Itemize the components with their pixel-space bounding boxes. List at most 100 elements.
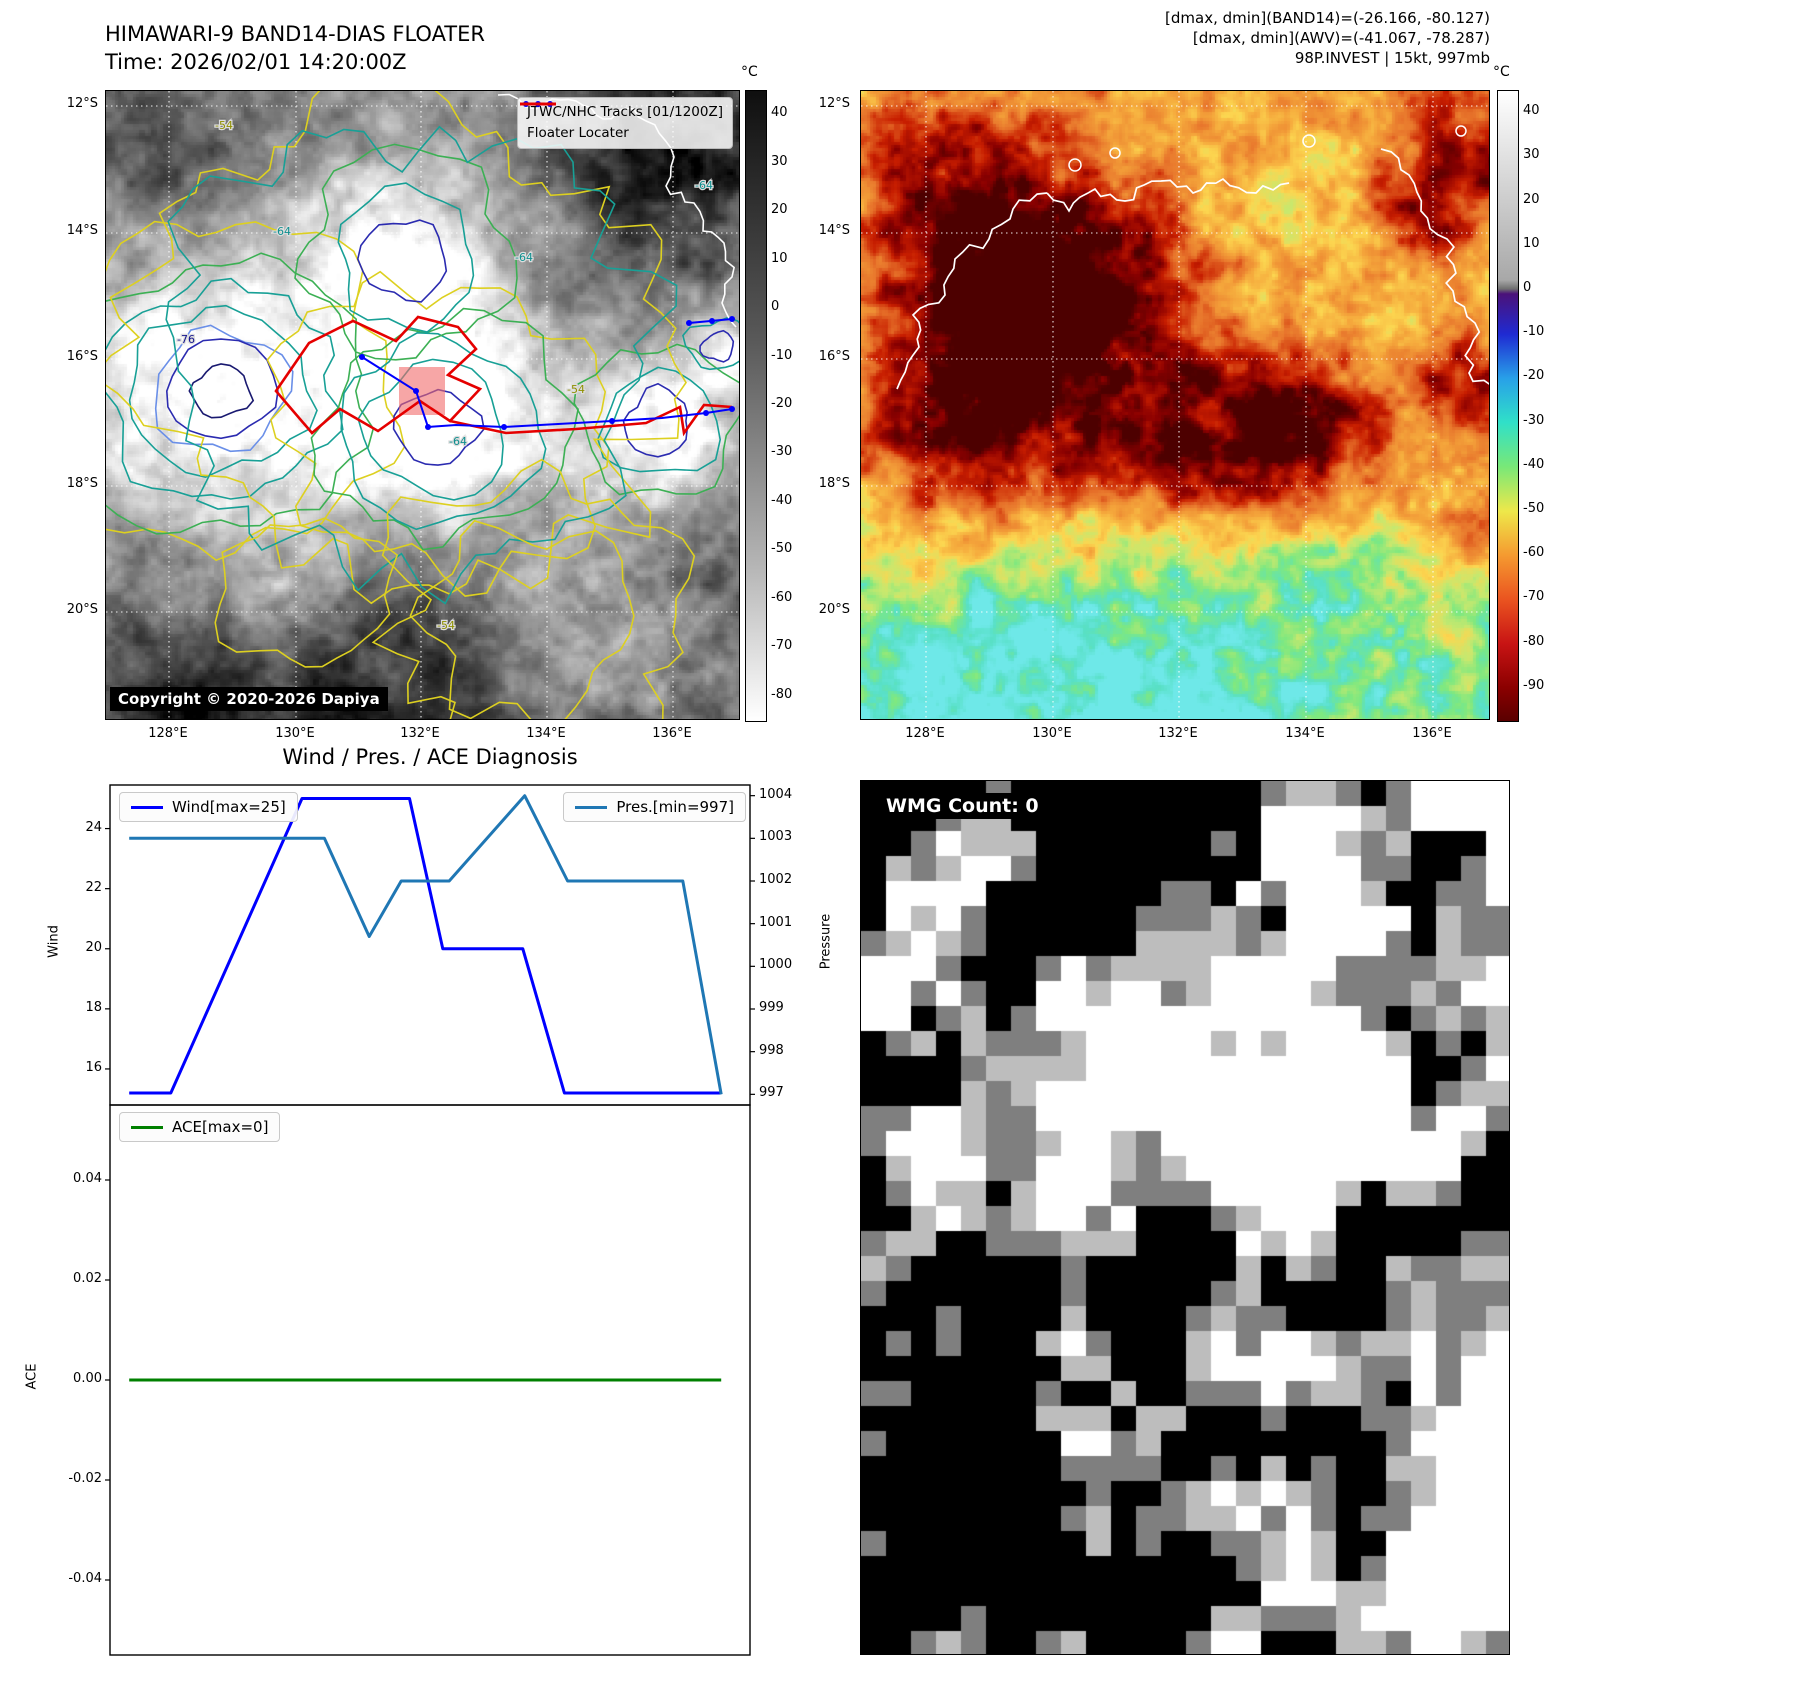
contour-label: -76 (177, 333, 195, 346)
band14-lon-tick-label: 132°E (400, 726, 440, 741)
awv-colorbar-unit: °C (1493, 64, 1510, 80)
contour-line (371, 458, 696, 719)
pressure-ytick-label: 997 (759, 1085, 784, 1101)
band14-colorbar-tick-label: 10 (771, 250, 788, 266)
wind-legend-line-icon (131, 805, 163, 809)
awv-lat-tick-label: 20°S (818, 602, 850, 617)
awv-colorbar-tick-label: -70 (1523, 589, 1545, 605)
band14-time: Time: 2026/02/01 14:20:00Z (105, 50, 407, 74)
band14-colorbar-tick-label: 20 (771, 202, 788, 218)
contour-label: -64 (273, 225, 291, 238)
ace-axis-label: ACE (24, 1363, 40, 1390)
band14-map: -54 -64 -76 -64 -54 -64 -54 -64 JTWC/NHC Tracks… (105, 90, 740, 720)
awv-lon-tick-label: 128°E (905, 726, 945, 741)
track-fix-dot (729, 406, 735, 412)
band14-title-block: HIMAWARI-9 BAND14-DIAS FLOATER Time: 202… (105, 20, 485, 76)
contour-line (356, 219, 448, 303)
ace-plot (105, 1104, 751, 1656)
band14-lat-tick-label: 20°S (66, 602, 98, 617)
awv-satellite-image (861, 91, 1489, 719)
ace-legend-line-icon (131, 1125, 163, 1129)
contour-line (106, 91, 687, 605)
contour-line (188, 363, 255, 419)
wind-legend: Wind[max=25] (119, 792, 298, 822)
awv-colorbar-tick-label: 40 (1523, 103, 1540, 119)
wind-ytick-label: 22 (85, 879, 102, 895)
pressure-ytick-label: 1001 (759, 914, 793, 930)
ace-legend: ACE[max=0] (119, 1112, 281, 1142)
contour-line (128, 304, 318, 479)
pressure-legend-label: Pres.[min=997] (616, 798, 734, 816)
track-fix-dot (425, 424, 431, 430)
band14-colorbar (745, 90, 767, 722)
awv-colorbar-tick-label: -40 (1523, 456, 1545, 472)
track-fix-dot (359, 354, 365, 360)
band14-colorbar-tick-label: -40 (771, 492, 793, 508)
band14-colorbar-tick-label: -80 (771, 686, 793, 702)
island-outline (1109, 147, 1121, 159)
pressure-ytick-label: 998 (759, 1042, 784, 1058)
awv-lon-tick-label: 134°E (1285, 726, 1325, 741)
band14-colorbar-tick-label: 40 (771, 105, 788, 121)
track-fix-dot (501, 424, 507, 430)
island-outline (1068, 158, 1082, 172)
contour-line (106, 252, 375, 535)
awv-colorbar-tick-label: -80 (1523, 633, 1545, 649)
track-fix-dot (709, 318, 715, 324)
band14-lon-tick-label: 128°E (148, 726, 188, 741)
contour-line (682, 316, 739, 371)
ace-ytick-label: 0.02 (73, 1271, 102, 1286)
band14-lon-tick-label: 136°E (652, 726, 692, 741)
awv-dmax-band14: [dmax, dmin](BAND14)=(-26.166, -80.127) (1165, 9, 1490, 27)
band14-colorbar-tick-label: 30 (771, 153, 788, 169)
pressure-legend-line-icon (575, 805, 608, 809)
contour-line (337, 182, 475, 333)
contour-line (310, 307, 579, 551)
awv-lat-tick-label: 12°S (818, 96, 850, 111)
invest-intensity: 98P.INVEST | 15kt, 997mb (1294, 49, 1490, 67)
island-outline (1455, 125, 1467, 137)
awv-enhanced-map (860, 90, 1490, 720)
pressure-ytick-label: 1000 (759, 957, 793, 973)
wmg-count-label: WMG Count: 0 (877, 793, 1048, 819)
wmg-mask-image (861, 781, 1509, 1654)
contour-line (165, 338, 279, 440)
track-fix-dot (609, 418, 615, 424)
copyright-watermark: Copyright © 2020-2026 Dapiya (110, 687, 388, 711)
band14-colorbar-tick-label: -10 (771, 347, 793, 363)
band14-colorbar-tick-label: -70 (771, 638, 793, 654)
awv-lat-tick-label: 18°S (818, 476, 850, 491)
contour-line (266, 270, 610, 597)
pressure-line (129, 794, 723, 1095)
wind-line (129, 797, 722, 1095)
pressure-ytick-label: 1004 (759, 786, 793, 802)
wind-ytick-label: 16 (85, 1059, 102, 1075)
contour-line (357, 358, 504, 501)
band14-title: HIMAWARI-9 BAND14-DIAS FLOATER (105, 22, 485, 46)
band14-colorbar-tick-label: 0 (771, 299, 780, 315)
awv-colorbar-tick-label: -60 (1523, 545, 1545, 561)
band14-colorbar-tick-label: -30 (771, 444, 793, 460)
awv-colorbar-tick-label: 30 (1523, 147, 1540, 163)
wind-ytick-label: 18 (85, 999, 102, 1015)
awv-lat-tick-label: 14°S (818, 223, 850, 238)
band14-map-overlay: -54 -64 -76 -64 -54 -64 -54 -64 (106, 91, 739, 719)
awv-colorbar-tick-label: 10 (1523, 235, 1540, 251)
awv-lat-tick-label: 16°S (818, 349, 850, 364)
island-outline (1302, 134, 1316, 148)
pressure-ytick-label: 999 (759, 1000, 784, 1015)
contour-line (214, 517, 399, 668)
band14-colorbar-tick-label: -20 (771, 396, 793, 411)
track-legend-label: JTWC/NHC Tracks [01/1200Z] (526, 104, 723, 120)
ace-ytick-label: -0.02 (68, 1471, 102, 1486)
coastline-gulf (1380, 148, 1489, 385)
floater-legend-sample-icon (519, 102, 556, 106)
band14-lat-tick-label: 14°S (66, 223, 98, 238)
awv-colorbar-tick-label: 20 (1523, 191, 1540, 207)
awv-colorbar-tick-label: -30 (1523, 412, 1545, 428)
contour-label: -54 (567, 383, 585, 396)
ace-ytick-label: 0.04 (73, 1171, 102, 1186)
contour-line (409, 519, 635, 719)
contour-line (154, 324, 294, 453)
